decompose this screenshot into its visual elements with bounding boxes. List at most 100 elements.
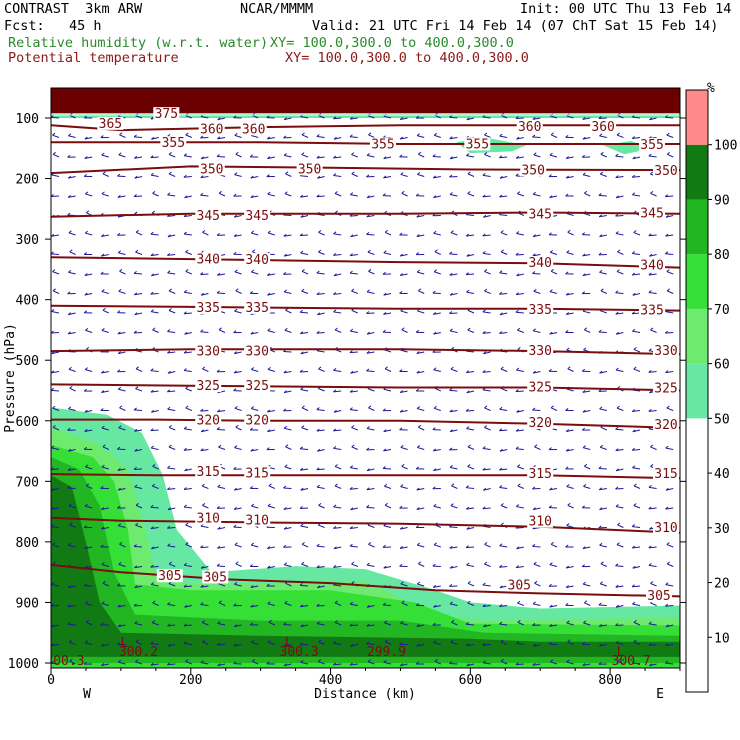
- theta-label: 325: [197, 379, 220, 394]
- wind-arrow: [582, 310, 591, 314]
- wind-arrow: [168, 583, 176, 587]
- theta-label: 355: [162, 136, 185, 151]
- wind-arrow-head: [416, 370, 420, 374]
- wind-arrow-head: [216, 506, 220, 509]
- wind-arrow: [118, 388, 126, 392]
- wind-arrow: [600, 583, 607, 587]
- wind-arrow: [566, 293, 574, 296]
- wind-arrow: [351, 427, 358, 431]
- theta-isoline-310: [51, 516, 680, 534]
- wind-arrow: [467, 329, 475, 333]
- wind-arrow: [300, 624, 309, 628]
- theta-label-bg: [240, 122, 267, 136]
- wind-arrow-head: [583, 483, 587, 487]
- wind-arrow-head: [648, 545, 652, 549]
- wind-arrow: [252, 114, 259, 119]
- wind-arrow-head: [51, 115, 54, 118]
- wind-arrow-head: [300, 467, 304, 471]
- rh-region-70: [51, 445, 680, 668]
- wind-arrow: [200, 546, 209, 549]
- wind-arrow: [185, 543, 192, 548]
- wind-arrow-head: [515, 389, 519, 392]
- wind-arrow: [516, 156, 524, 159]
- wind-arrow-head: [183, 368, 187, 371]
- wind-arrow-head: [134, 155, 138, 159]
- wind-arrow-head: [150, 155, 154, 159]
- theta-label-bg: [464, 137, 491, 151]
- wind-arrow-head: [466, 506, 470, 510]
- wind-arrow: [467, 446, 475, 450]
- wind-arrow: [484, 427, 491, 431]
- wind-arrow: [599, 644, 607, 647]
- wind-arrow-head: [51, 660, 54, 664]
- wind-arrow-head: [183, 584, 187, 588]
- wind-arrow: [84, 156, 93, 159]
- wind-arrow: [366, 643, 375, 645]
- wind-arrow-head: [515, 292, 519, 296]
- theta-label-bg: [153, 107, 180, 121]
- wind-arrow: [433, 407, 441, 411]
- wind-arrow-head: [482, 369, 486, 373]
- wind-arrow-head: [599, 269, 603, 273]
- wind-arrow: [383, 312, 392, 315]
- wind-arrow-head: [51, 487, 55, 491]
- wind-arrow: [167, 390, 176, 393]
- wind-arrow: [51, 253, 60, 255]
- wind-arrow: [151, 273, 159, 277]
- wind-arrow-head: [449, 387, 453, 391]
- wind-arrow-head: [615, 290, 619, 294]
- wind-arrow: [449, 116, 458, 119]
- wind-arrow-head: [383, 292, 387, 296]
- wind-arrow: [184, 468, 192, 472]
- wind-arrow-head: [615, 153, 619, 157]
- wind-arrow: [533, 154, 541, 158]
- wind-arrow: [650, 329, 657, 333]
- wind-arrow-head: [515, 446, 519, 450]
- wind-arrow: [450, 156, 458, 160]
- wind-arrow-head: [133, 330, 137, 334]
- wind-arrow-head: [500, 230, 504, 233]
- wind-arrow-head: [517, 191, 521, 195]
- wind-arrow: [51, 234, 60, 237]
- wind-arrow: [134, 312, 143, 316]
- theta-label: 305: [158, 569, 181, 584]
- wind-arrow-head: [233, 487, 238, 491]
- wind-arrow: [517, 602, 524, 606]
- wind-arrow: [184, 195, 192, 199]
- x-tick-label: 600: [459, 673, 482, 688]
- wind-arrow-head: [333, 273, 337, 277]
- wind-arrow-head: [68, 230, 72, 234]
- wind-arrow-head: [234, 405, 238, 409]
- wind-arrow: [567, 641, 574, 645]
- wind-arrow: [51, 351, 60, 355]
- wind-arrow-head: [284, 191, 288, 195]
- wind-arrow-head: [51, 233, 55, 237]
- theta-label-bg: [160, 136, 187, 150]
- wind-arrow: [185, 115, 192, 119]
- wind-arrow: [333, 527, 342, 529]
- colorbar-band: [686, 254, 708, 309]
- wind-arrow-head: [117, 310, 121, 314]
- wind-arrow-head: [135, 229, 139, 233]
- wind-arrow-head: [633, 230, 637, 233]
- wind-arrow: [184, 506, 192, 509]
- wind-arrow-head: [399, 253, 404, 257]
- wind-arrow-head: [434, 658, 438, 662]
- wind-arrow-head: [351, 288, 355, 292]
- wind-arrow: [515, 254, 524, 256]
- wind-arrow: [119, 270, 126, 275]
- wind-arrow: [67, 605, 76, 608]
- wind-arrow-head: [450, 503, 454, 507]
- wind-arrow: [300, 448, 309, 450]
- wind-arrow-head: [367, 249, 371, 253]
- wind-arrow: [150, 174, 159, 177]
- wind-arrow: [416, 371, 425, 374]
- wind-arrow-head: [533, 288, 537, 292]
- wind-arrow: [400, 117, 408, 121]
- theta-label: 355: [466, 137, 489, 152]
- wind-arrow: [150, 663, 159, 666]
- theta-label-bg: [97, 116, 124, 130]
- wind-arrow-head: [84, 429, 88, 432]
- wind-arrow-head: [200, 329, 204, 333]
- theta-label: 315: [245, 466, 268, 481]
